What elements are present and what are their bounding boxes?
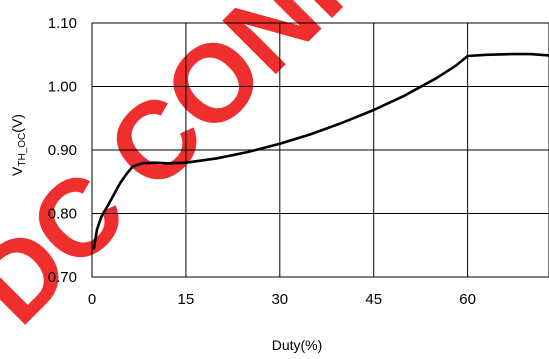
y-tick-label: 1.10 [48, 15, 77, 32]
y-tick-labels: 0.70 0.80 0.90 1.00 1.10 [48, 15, 77, 286]
x-tick-label: 45 [365, 291, 382, 308]
x-tick-label: 60 [459, 291, 476, 308]
grid [92, 23, 549, 277]
x-tick-labels: 0 15 30 45 60 [88, 291, 476, 308]
series-layer [92, 52, 549, 250]
x-tick-label: 0 [88, 291, 96, 308]
x-axis-label: Duty(%) [272, 337, 323, 353]
y-tick-label: 0.90 [48, 142, 77, 159]
plot-area-frame [91, 22, 549, 278]
y-axis-label-sub: TH_OC [17, 133, 28, 167]
y-tick-label: 1.00 [48, 79, 77, 96]
x-tick-label: 15 [178, 291, 195, 308]
y-axis-label-unit: (V) [9, 114, 25, 133]
y-tick-label: 0.80 [48, 206, 77, 223]
y-axis-label-main: V [9, 166, 25, 176]
series-line [92, 52, 549, 250]
y-tick-label: 0.70 [48, 269, 77, 286]
x-tick-label: 30 [271, 291, 288, 308]
y-axis-label: VTH_OC(V) [9, 114, 28, 176]
